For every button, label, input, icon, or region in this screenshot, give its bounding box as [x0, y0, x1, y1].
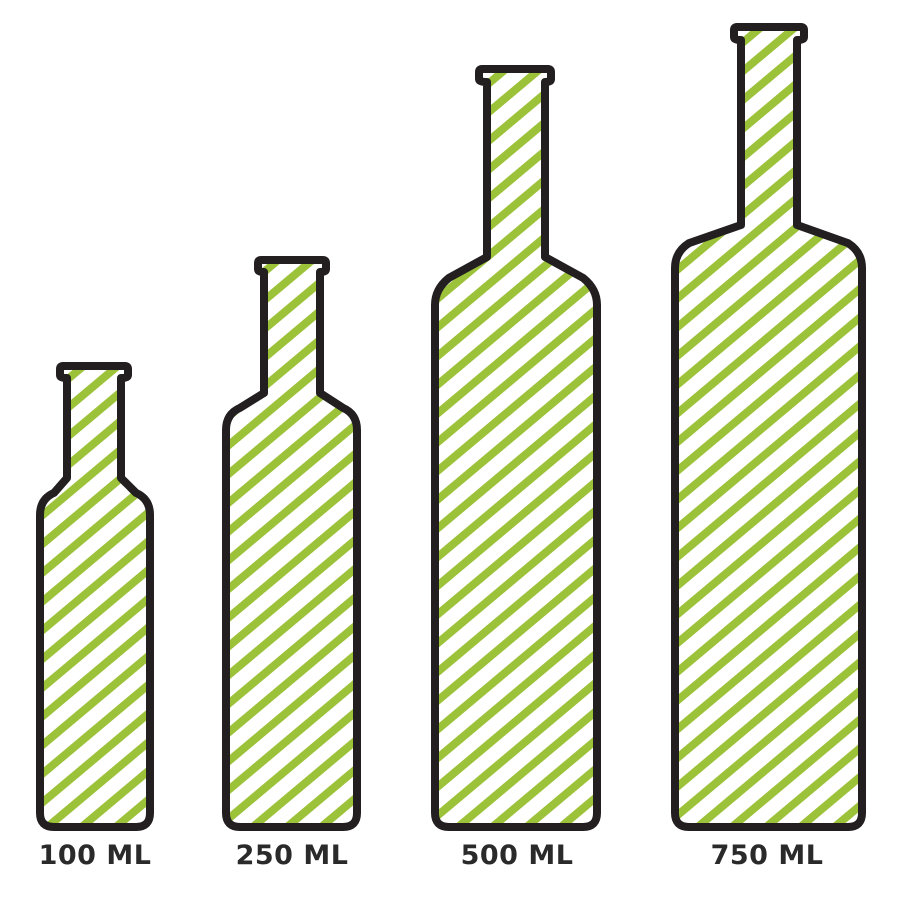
bottle-label-750ml: 750 ML [710, 840, 824, 871]
bottle-750ml [671, 23, 866, 831]
bottle-label-250ml: 250 ML [235, 840, 349, 871]
bottle-250ml [222, 256, 361, 831]
bottle-500ml [431, 65, 601, 831]
bottle-label-500ml: 500 ML [460, 840, 574, 871]
bottle-label-100ml: 100 ML [38, 840, 152, 871]
bottle-100ml [36, 362, 154, 831]
